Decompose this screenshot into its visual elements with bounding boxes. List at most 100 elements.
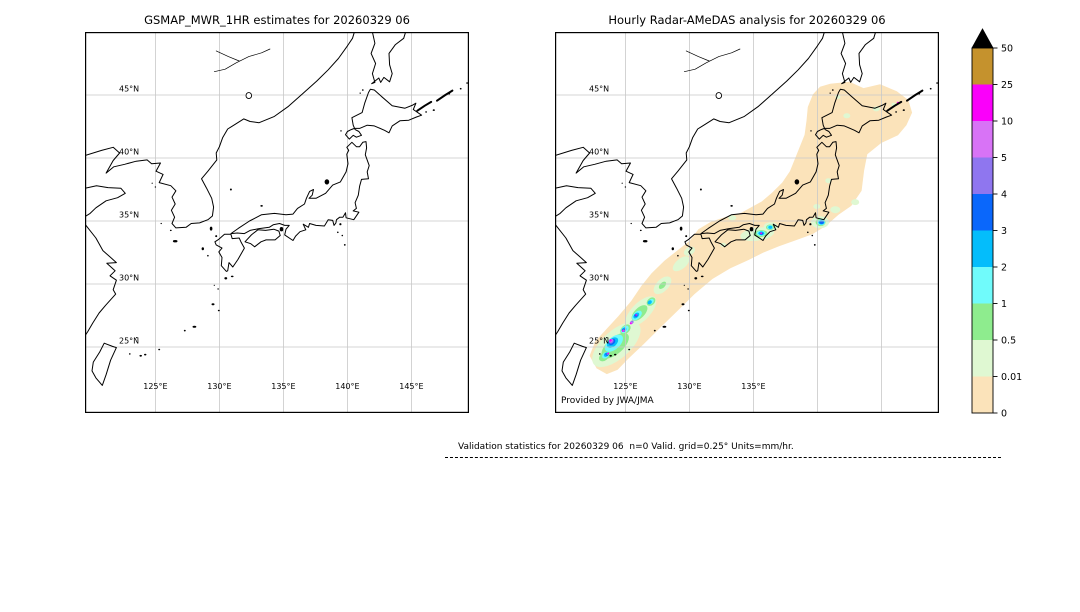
island-coastline: [815, 88, 893, 140]
lat-tick-label: 25°N: [589, 337, 609, 346]
coastline: [555, 223, 587, 337]
island-dot: [260, 205, 263, 207]
island-coastline: [561, 342, 587, 386]
axis-labels: 45°N 40°N 35°N 30°N 25°N 125°E 130°E 135°E 140°E…: [119, 85, 424, 392]
island-dot: [448, 92, 451, 95]
island-dot: [677, 254, 679, 257]
island-dot: [699, 188, 702, 191]
lat-tick-label: 40°N: [589, 148, 609, 157]
island-dot: [459, 87, 462, 90]
colorbar-tick-label: 0: [1001, 408, 1007, 419]
island-dot: [337, 231, 339, 234]
lon-tick-label: 140°E: [335, 382, 359, 391]
axis-labels: 45°N 40°N 35°N 30°N 25°N 125°E 130°E 135°E: [589, 85, 766, 392]
gridlines: [555, 32, 939, 413]
island-dot: [201, 247, 204, 251]
colorbar-over-triangle: [971, 28, 994, 49]
colorbar-tick-label: 5: [1001, 153, 1007, 164]
island-dot: [794, 179, 800, 185]
island-dot: [621, 182, 623, 184]
coastlines: [555, 32, 924, 386]
map-frame: [85, 32, 469, 413]
lat-tick-label: 45°N: [589, 85, 609, 94]
island-dot: [324, 179, 330, 185]
coastline: [555, 32, 825, 229]
island-dot: [341, 234, 344, 237]
colorbar-segment: [972, 194, 993, 231]
colorbar-tick-label: 25: [1001, 80, 1013, 91]
island-dot: [229, 188, 232, 191]
island-dot: [902, 109, 905, 111]
island-dot: [207, 254, 209, 257]
island-dot: [213, 284, 215, 286]
lat-tick-label: 25°N: [119, 337, 139, 346]
precip-cell: [843, 113, 851, 119]
island-dot: [230, 275, 234, 278]
precip-cell: [647, 300, 652, 305]
island-coastline: [684, 233, 715, 272]
island-dot: [831, 89, 834, 91]
island-coastline: [700, 141, 840, 241]
island-dot: [730, 205, 733, 207]
island-dot: [172, 240, 178, 243]
island-dot: [169, 229, 172, 232]
island-dot: [339, 223, 342, 226]
island-dot: [160, 222, 162, 225]
colorbar-segment: [972, 121, 993, 158]
coastline: [85, 32, 355, 229]
island-dot: [829, 92, 831, 94]
precip-cell: [760, 232, 763, 234]
island-dot: [810, 130, 812, 132]
island-dot: [183, 329, 186, 332]
island-dot: [694, 277, 698, 280]
island-dot: [136, 337, 138, 339]
coastline: [85, 185, 126, 218]
island-dot: [361, 89, 364, 91]
colorbar: 0 0.01 0.5 1 2 3 4 5 10 25 50: [971, 28, 1022, 419]
precip-cell: [635, 314, 638, 316]
map-frame: [555, 32, 939, 413]
island-dot: [683, 284, 685, 286]
lon-tick-label: 135°E: [741, 382, 765, 391]
coastline: [555, 185, 596, 218]
island-coastline: [214, 233, 245, 272]
island-dot: [139, 354, 142, 357]
panel-title-gsmap: GSMAP_MWR_1HR estimates for 20260329 06: [144, 13, 410, 27]
colorbar-tick-label: 3: [1001, 226, 1007, 237]
island-dot: [158, 348, 161, 351]
lake-khanka: [245, 92, 253, 100]
precip-cell: [768, 225, 773, 229]
island-dot: [224, 277, 228, 280]
coastline: [85, 223, 117, 337]
island-coastline: [91, 342, 117, 386]
island-dot: [129, 353, 131, 355]
island-dot: [211, 303, 215, 306]
river: [215, 50, 240, 62]
island-dot: [749, 227, 754, 232]
coastlines: [85, 32, 454, 386]
precip-cell: [672, 256, 690, 272]
island-dot: [811, 234, 814, 237]
colorbar-segment: [972, 84, 993, 121]
island-dot: [679, 226, 683, 231]
island-dot: [217, 309, 220, 312]
kuril-island: [906, 89, 924, 102]
island-dot: [639, 229, 642, 232]
island-coastline: [230, 141, 370, 241]
lat-tick-label: 35°N: [119, 211, 139, 220]
island-dot: [809, 223, 812, 226]
lat-tick-label: 45°N: [119, 85, 139, 94]
island-dots: [599, 82, 938, 357]
island-dot: [217, 288, 219, 290]
lon-tick-label: 145°E: [399, 382, 423, 391]
kuril-island: [886, 100, 903, 112]
island-dots: [129, 82, 468, 357]
island-dot: [144, 353, 147, 356]
island-dot: [662, 325, 667, 328]
island-dot: [685, 235, 688, 238]
precip-cell: [825, 178, 832, 184]
precip-cell: [629, 322, 632, 325]
map-radar: 45°N 40°N 35°N 30°N 25°N 125°E 130°E 135°E: [555, 32, 939, 413]
colorbar-tick-label: 0.5: [1001, 335, 1016, 346]
lon-tick-label: 125°E: [143, 382, 167, 391]
